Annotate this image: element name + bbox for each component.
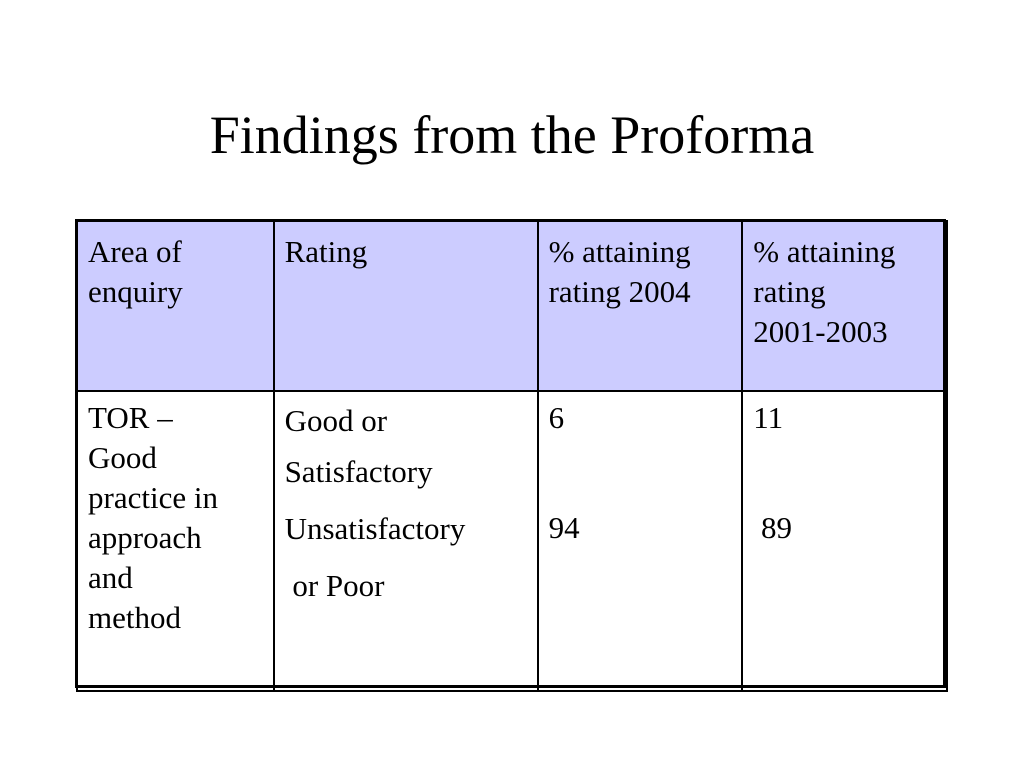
slide-title: Findings from the Proforma <box>209 105 815 165</box>
cell-value: 89 <box>753 510 793 545</box>
cell-text: Good <box>88 440 157 475</box>
cell-value: 94 <box>548 510 580 545</box>
header-rating: Rating <box>272 220 539 392</box>
cell-pct-2001-2003: 11 89 <box>741 390 948 692</box>
cell-text: or Poor <box>284 568 385 603</box>
cell-text: TOR – <box>88 400 173 435</box>
header-text: Area of <box>88 234 182 269</box>
cell-text: practice in <box>88 480 218 515</box>
table-header-row: Area of enquiry Rating % attaining ratin… <box>76 220 948 392</box>
cell-text: Unsatisfactory <box>284 511 466 546</box>
header-text: rating <box>753 274 826 309</box>
header-area-of-enquiry: Area of enquiry <box>76 220 275 392</box>
cell-text: Good or <box>284 403 388 438</box>
header-text: % attaining <box>753 234 896 269</box>
header-text: Rating <box>284 234 368 269</box>
findings-table: Area of enquiry Rating % attaining ratin… <box>76 220 948 692</box>
cell-text: and <box>88 560 133 595</box>
cell-spacer <box>549 438 732 508</box>
table-row: TOR – Good practice in approach and meth… <box>76 390 948 692</box>
header-text: 2001-2003 <box>753 314 888 349</box>
cell-text: method <box>88 600 181 635</box>
cell-value: 11 <box>753 400 784 435</box>
header-text: % attaining <box>548 234 691 269</box>
cell-pct-2004: 6 94 <box>536 390 744 692</box>
cell-text: approach <box>88 520 202 555</box>
cell-rating: Good or Satisfactory Unsatisfactory or P… <box>272 390 539 692</box>
header-text: rating 2004 <box>548 274 691 309</box>
cell-text: Satisfactory <box>284 454 433 489</box>
header-pct-2001-2003: % attaining rating 2001-2003 <box>741 220 948 392</box>
header-pct-2004: % attaining rating 2004 <box>536 220 744 392</box>
cell-spacer <box>753 438 936 508</box>
cell-value: 6 <box>548 400 565 435</box>
cell-area-of-enquiry: TOR – Good practice in approach and meth… <box>76 390 275 692</box>
header-text: enquiry <box>88 274 183 309</box>
